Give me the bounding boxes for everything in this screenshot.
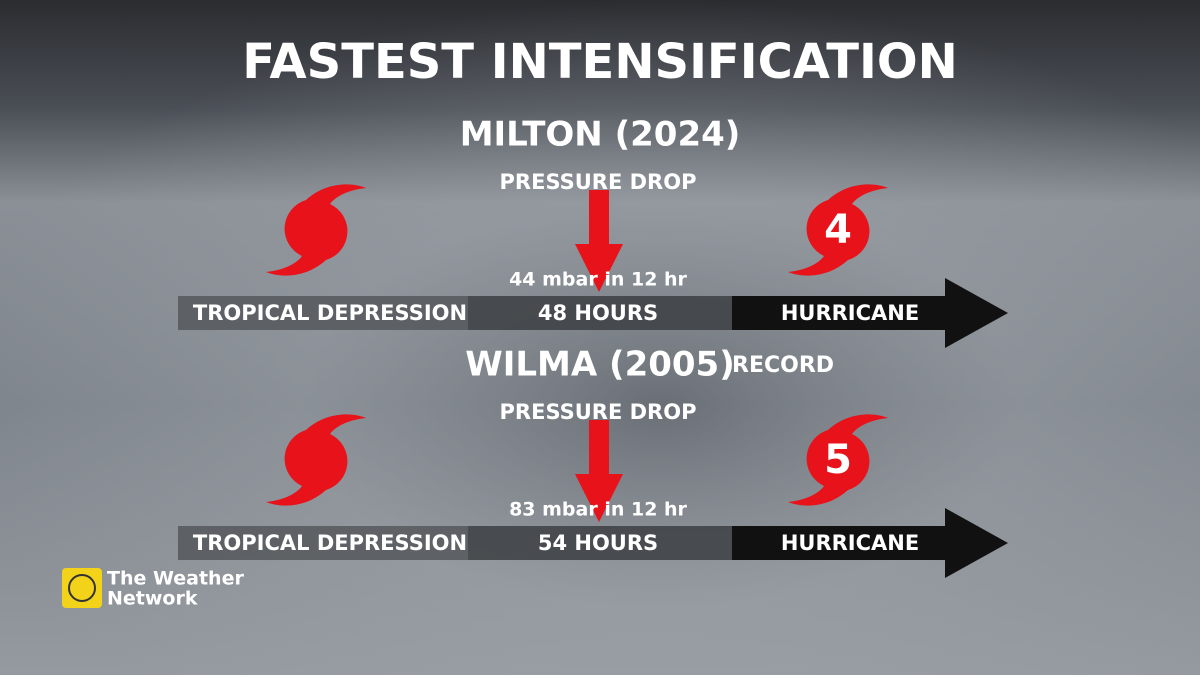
stage-end: HURRICANE [781, 531, 919, 555]
record-tag: RECORD [732, 353, 834, 378]
pressure-arrow [575, 190, 623, 292]
bar-start [178, 526, 468, 560]
bar-mid [468, 526, 732, 560]
category: 4 [824, 207, 852, 253]
logo-text: Network [107, 588, 198, 610]
stage-start: TROPICAL DEPRESSION [193, 301, 467, 325]
duration: 48 HOURS [538, 301, 658, 325]
pressure-drop: 44 mbar in 12 hr [509, 269, 687, 291]
logo-mark [62, 568, 102, 608]
logo-sun [68, 574, 96, 602]
bar-mid [468, 296, 732, 330]
stage-end: HURRICANE [781, 301, 919, 325]
category: 5 [824, 437, 852, 483]
logo: The Weather Network [62, 568, 244, 610]
duration: 54 HOURS [538, 531, 658, 555]
logo-text: The Weather [107, 568, 244, 590]
storm-name: MILTON (2024) [460, 115, 741, 155]
bar-end [732, 278, 1008, 348]
storm-name: WILMA (2005) [465, 345, 735, 385]
pressure-arrow [575, 420, 623, 522]
bar-start [178, 296, 468, 330]
stage-start: TROPICAL DEPRESSION [193, 531, 467, 555]
bar-end [732, 508, 1008, 578]
title: FASTEST INTENSIFICATION [242, 34, 958, 90]
pressure-drop: 83 mbar in 12 hr [509, 499, 687, 521]
